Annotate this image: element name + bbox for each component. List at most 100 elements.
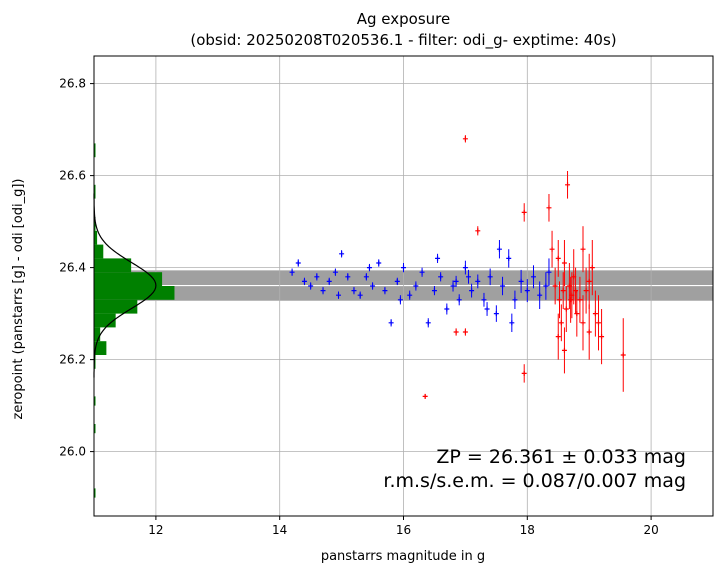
used-star-point [431,288,437,294]
used-star-point [462,265,468,271]
used-star-point [425,320,431,326]
rejected-star-point [586,278,592,284]
rejected-star-point [462,136,468,142]
rejected-star-point [589,265,595,271]
rejected-star-point [599,334,605,340]
rejected-star-point [521,209,527,215]
used-star-point [524,288,530,294]
used-star-point [453,278,459,284]
used-star-point [289,269,295,275]
y-tick-label: 26.4 [59,261,86,275]
rejected-star-point [595,320,601,326]
rejected-star-point [583,288,589,294]
rejected-star-point [580,246,586,252]
used-star-point [493,311,499,317]
histogram-bar [94,396,96,406]
used-star-point [487,274,493,280]
chart-subtitle: (obsid: 20250208T020536.1 - filter: odi_… [190,31,617,49]
rejected-star-point [592,311,598,317]
used-star-point [332,269,338,275]
rejected-star-point [453,329,459,335]
used-star-point [469,288,475,294]
used-star-point [518,278,524,284]
used-star-point [376,260,382,266]
rejected-star-point [556,297,562,303]
rejected-star-point [549,246,555,252]
used-star-point [512,297,518,303]
histogram-bar [94,258,132,273]
used-star-point [370,283,376,289]
rejected-star-point [560,288,566,294]
histogram-bar [94,424,96,434]
used-star-point [394,278,400,284]
histogram-bar [94,244,104,259]
used-star-point [500,283,506,289]
rejected-star-point [586,329,592,335]
rejected-star-point [573,288,579,294]
rejected-star-point [574,311,580,317]
histogram-bar [94,341,107,355]
used-star-point [481,297,487,303]
x-tick-label: 12 [148,523,163,537]
used-star-point [413,283,419,289]
used-star-point [444,306,450,312]
y-axis-label: zeropoint (panstarrs [g] - odi [odi_g]) [11,179,26,420]
used-star-point [382,288,388,294]
gauss-path [93,193,157,378]
histogram-bar [94,327,101,342]
rejected-star-point [462,329,468,335]
histogram-bar [94,488,96,498]
x-tick-label: 18 [520,523,535,537]
used-star-point [450,283,456,289]
used-star-point [465,274,471,280]
histogram-bar [94,230,98,245]
used-star-point [295,260,301,266]
used-stars-series [289,240,552,332]
zeropoint-histogram [94,143,175,498]
used-star-point [363,274,369,280]
used-star-point [407,292,413,298]
y-tick-label: 26.2 [59,353,86,367]
used-star-point [326,278,332,284]
used-star-point [456,297,462,303]
used-star-point [351,288,357,294]
x-tick-label: 16 [396,523,411,537]
chart-title: Ag exposure [356,10,451,28]
used-star-point [475,278,481,284]
y-tick-label: 26.0 [59,445,86,459]
used-star-point [397,297,403,303]
zp-annotation: ZP = 26.361 ± 0.033 mag [436,446,686,468]
used-star-point [435,255,441,261]
rejected-star-point [475,228,481,234]
used-star-point [357,292,363,298]
y-tick-label: 26.8 [59,77,86,91]
rejected-star-point [546,205,552,211]
used-star-point [438,274,444,280]
rms-annotation: r.m.s/s.e.m. = 0.087/0.007 mag [383,470,686,492]
used-star-point [345,274,351,280]
used-star-point [366,265,372,271]
used-star-point [506,255,512,261]
used-star-point [496,246,502,252]
histogram-bar [94,143,96,158]
used-star-point [530,274,536,280]
rejected-star-point [620,352,626,358]
used-star-point [339,251,345,257]
gaussian-fit-curve [93,193,157,378]
y-tick-label: 26.6 [59,169,86,183]
x-tick-label: 14 [272,523,287,537]
histogram-bar [94,286,175,300]
used-star-point [308,283,314,289]
rejected-star-point [563,306,569,312]
used-star-point [484,306,490,312]
rejected-star-point [558,320,564,326]
rejected-star-point [552,283,558,289]
histogram-bar [94,272,163,286]
rejected-star-point [569,292,575,298]
rejected-star-point [566,283,572,289]
rejected-star-point [555,255,561,261]
used-star-point [543,283,549,289]
used-star-point [388,320,394,326]
rejected-star-point [521,370,527,376]
used-star-point [537,292,543,298]
